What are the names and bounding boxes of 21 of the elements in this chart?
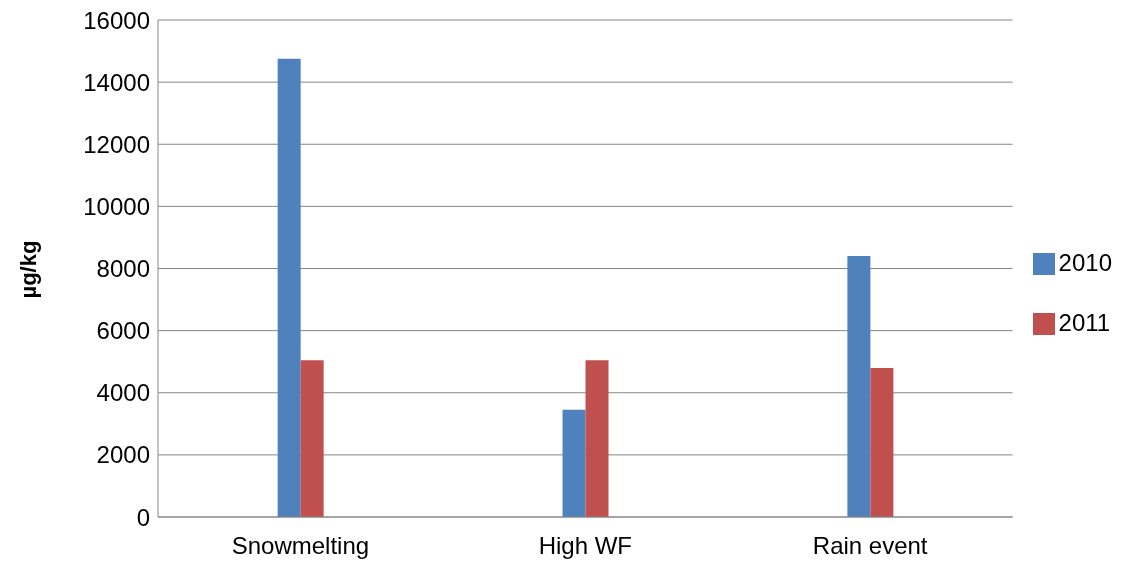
y-tick-label: 4000 xyxy=(96,379,150,407)
bar xyxy=(300,360,324,517)
x-tick-label: High WF xyxy=(538,532,632,560)
bar xyxy=(562,409,586,517)
legend-label: 2011 xyxy=(1058,308,1111,336)
y-tick-label: 16000 xyxy=(83,6,150,34)
bar xyxy=(585,360,609,517)
bar xyxy=(847,256,871,517)
y-tick-label: 2000 xyxy=(96,441,150,469)
legend-label: 2010 xyxy=(1058,248,1112,276)
y-tick-label: 6000 xyxy=(96,317,150,345)
bar xyxy=(277,58,301,517)
y-axis-title: µg/kg xyxy=(15,240,41,299)
bar xyxy=(870,367,894,517)
y-tick-label: 12000 xyxy=(83,130,150,158)
y-tick-label: 0 xyxy=(136,503,150,531)
y-tick-label: 8000 xyxy=(96,255,150,283)
x-tick-label: Rain event xyxy=(812,532,928,560)
y-tick-label: 10000 xyxy=(83,192,150,220)
x-tick-label: Snowmelting xyxy=(231,532,370,560)
y-tick-label: 14000 xyxy=(83,68,150,96)
